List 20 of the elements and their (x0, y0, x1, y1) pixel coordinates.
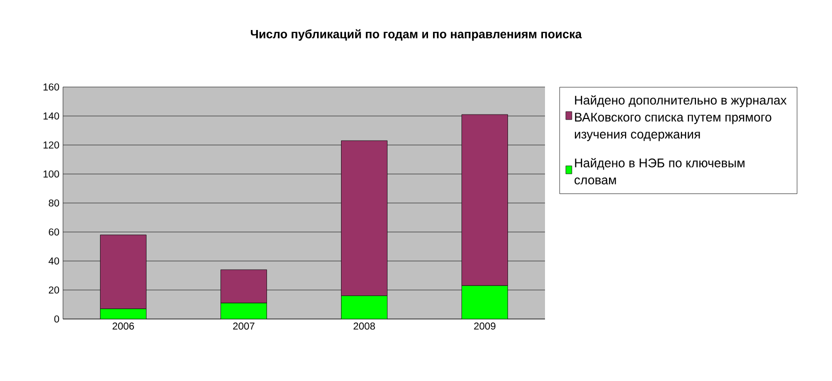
x-tick-label: 2009 (474, 322, 496, 330)
bar (462, 285, 508, 319)
y-tick-label: 80 (48, 199, 60, 207)
y-tick-label: 100 (44, 170, 60, 178)
y-tick-label: 0 (54, 315, 60, 323)
x-tick-label: 2008 (354, 322, 375, 330)
y-tick-label: 160 (44, 83, 60, 91)
legend-label: Найдено дополнительно в журналах ВАКовского списка путем прямого изучения содержания (574, 95, 787, 142)
y-tick-label: 60 (48, 228, 60, 236)
bar (220, 302, 267, 319)
bar (341, 296, 388, 319)
x-tick-label: 2007 (233, 322, 254, 330)
y-tick-label: 120 (44, 141, 60, 149)
y-tick-label: 40 (48, 257, 60, 265)
y-tick-label: 140 (44, 112, 60, 120)
chart-title: Число публикаций по годам и по направлениям поиска (250, 29, 582, 41)
y-tick-label: 20 (48, 286, 60, 294)
bar (100, 308, 146, 319)
legend-label: Найдено в НЭБ по ключевым словам (574, 158, 744, 184)
x-tick-label: 2006 (112, 322, 134, 330)
